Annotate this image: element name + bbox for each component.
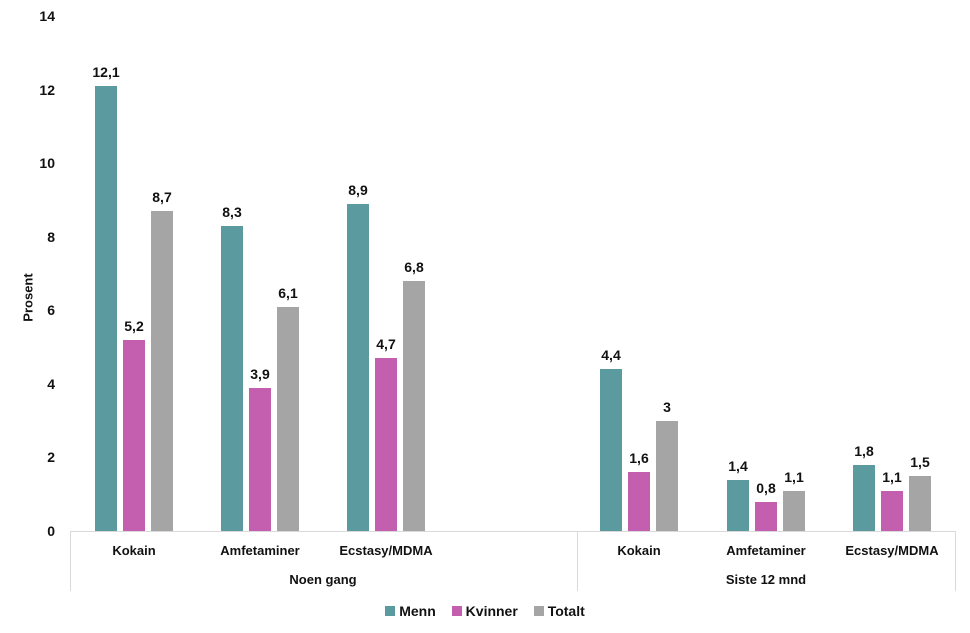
category-label: Amfetaminer [220, 543, 300, 558]
value-label: 3,9 [250, 365, 270, 382]
axis-divider-left [70, 531, 71, 591]
bar-menn [727, 479, 749, 531]
y-axis-label: Prosent [20, 273, 36, 322]
bar-menn [600, 369, 622, 531]
category-label: Kokain [617, 543, 661, 558]
y-tick-label: 2 [47, 449, 55, 466]
value-label: 3 [663, 398, 671, 415]
value-label: 4,7 [376, 336, 396, 353]
y-tick-label: 14 [39, 8, 55, 24]
value-label: 1,5 [910, 453, 930, 470]
category-label: Ecstasy/MDMA [339, 543, 433, 558]
value-label: 1,1 [882, 468, 902, 485]
bar-totalt [403, 280, 425, 531]
bar-kvinner [628, 472, 650, 531]
y-tick-label: 4 [47, 375, 55, 392]
y-tick-label: 12 [39, 81, 55, 98]
legend-label: Totalt [547, 603, 585, 619]
legend-swatch-menn [385, 606, 396, 616]
value-label: 8,7 [152, 188, 172, 205]
x-axis-line [70, 531, 955, 532]
bar-menn [853, 464, 875, 531]
bar-totalt [277, 306, 299, 531]
group-label-siste-12-mnd: Siste 12 mnd [725, 572, 807, 587]
bar-totalt [656, 420, 678, 531]
value-label: 4,4 [601, 347, 621, 364]
legend-label: Menn [399, 603, 436, 619]
legend-item-menn: Menn [385, 603, 436, 619]
legend-swatch-kvinner [451, 606, 462, 616]
axis-divider-middle [577, 531, 578, 591]
value-label: 8,3 [222, 203, 242, 220]
category-label: Kokain [112, 543, 156, 558]
legend-item-kvinner: Kvinner [451, 603, 518, 619]
bar-kvinner [881, 490, 903, 531]
category-label: Amfetaminer [726, 543, 806, 558]
bar-totalt [783, 490, 805, 531]
y-tick-label: 6 [47, 302, 55, 319]
value-label: 1,4 [728, 457, 748, 474]
bar-totalt [909, 475, 931, 531]
y-tick-label: 0 [47, 523, 55, 539]
value-label: 0,8 [756, 479, 776, 496]
legend: Menn Kvinner Totalt [0, 603, 970, 619]
bar-menn [347, 203, 369, 531]
value-label: 12,1 [92, 63, 120, 80]
bar-kvinner [375, 358, 397, 531]
category-label: Ecstasy/MDMA [845, 543, 939, 558]
value-label: 5,2 [124, 317, 144, 334]
y-tick-label: 8 [47, 228, 55, 245]
bar-menn [95, 85, 117, 531]
legend-label: Kvinner [465, 603, 518, 619]
bar-menn [221, 225, 243, 531]
value-label: 8,9 [348, 181, 368, 198]
value-label: 6,8 [404, 258, 424, 275]
bar-kvinner [123, 339, 145, 531]
value-label: 1,1 [784, 468, 804, 485]
value-label: 1,6 [629, 450, 649, 467]
y-tick-label: 10 [39, 155, 55, 172]
legend-item-totalt: Totalt [533, 603, 585, 619]
legend-swatch-totalt [533, 606, 544, 616]
axis-divider-right [955, 531, 956, 591]
bar-kvinner [755, 501, 777, 531]
value-label: 6,1 [278, 284, 298, 301]
value-label: 1,8 [854, 442, 874, 459]
group-label-noen-gang: Noen gang [289, 572, 357, 587]
bar-totalt [151, 210, 173, 531]
bar-kvinner [249, 387, 271, 531]
